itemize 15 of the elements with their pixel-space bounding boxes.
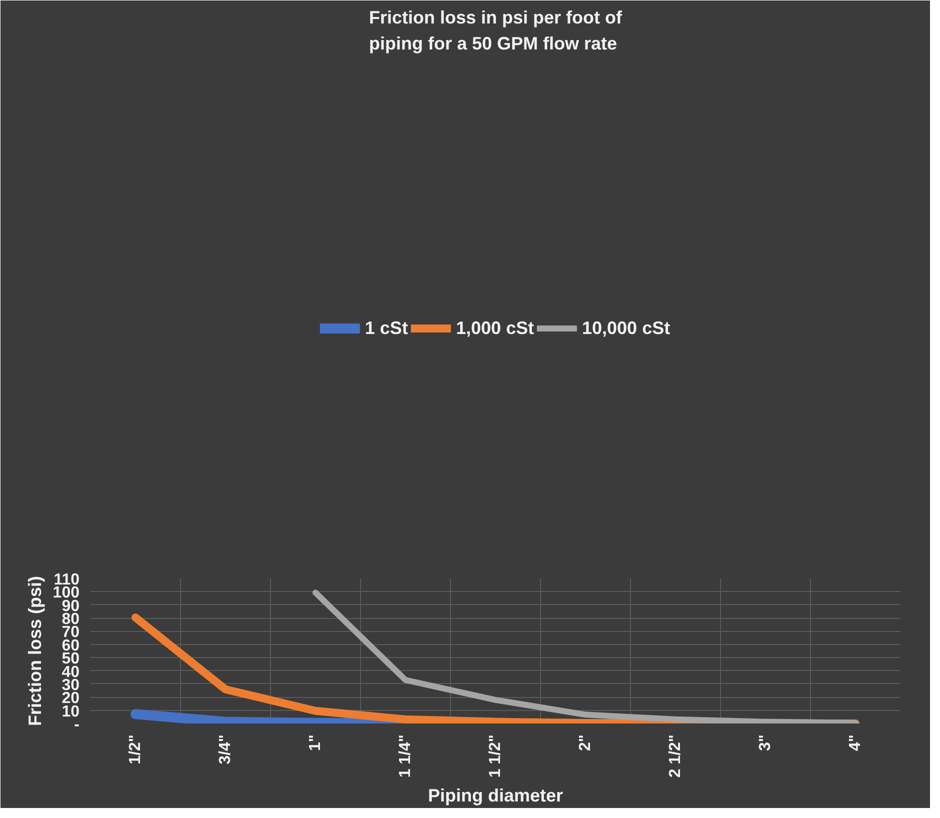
y-axis-title: Friction loss (psi) — [24, 576, 45, 726]
x-tick-label: 3" — [757, 734, 774, 751]
legend-label: 1,000 cSt — [456, 318, 534, 338]
x-tick-label: 1" — [307, 734, 324, 751]
x-tick-label: 1 1/2" — [487, 734, 504, 778]
chart-title: Friction loss in psi per foot of piping for a 50 GPM flow rate — [369, 8, 624, 54]
legend-label: 10,000 cSt — [582, 318, 670, 338]
x-tick-label: 3/4" — [217, 734, 234, 764]
legend-label: 1 cSt — [364, 318, 408, 338]
x-axis-title: Piping diameter — [428, 786, 564, 806]
x-tick-label: 2 1/2" — [667, 734, 684, 778]
x-tick-label: 4" — [847, 734, 864, 751]
x-tick-label: 1/2" — [127, 734, 144, 764]
x-tick-label: 2" — [577, 734, 594, 751]
x-tick-label: 1 1/4" — [397, 734, 414, 778]
